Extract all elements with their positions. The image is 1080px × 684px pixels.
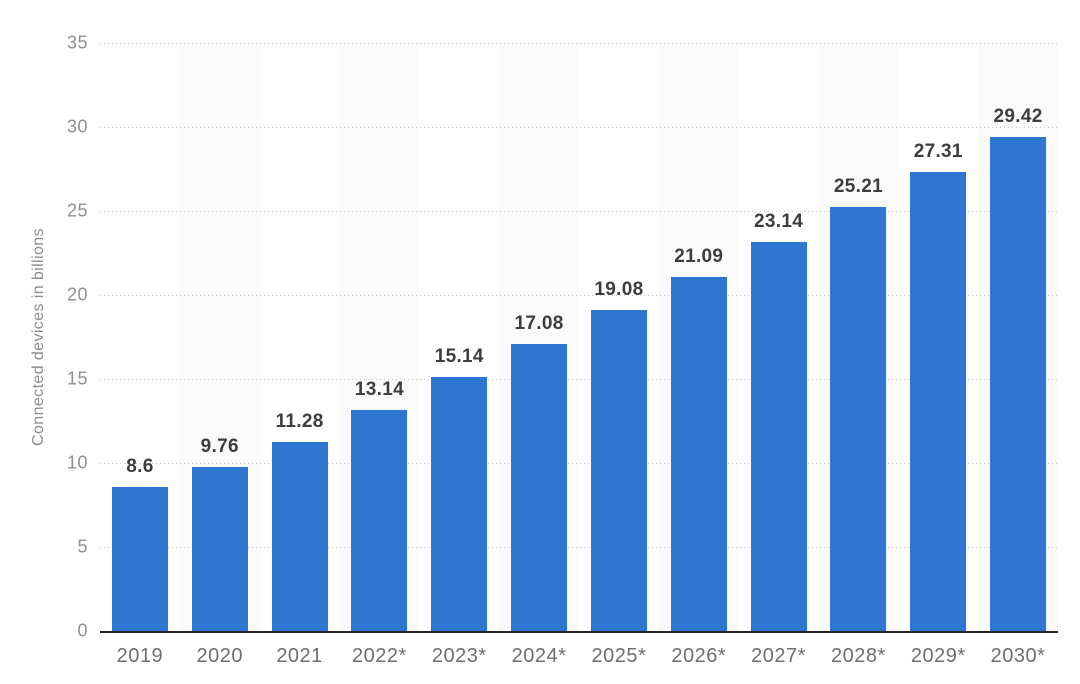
bar-value-label: 11.28: [275, 410, 324, 432]
bar-value-label: 17.08: [514, 313, 564, 335]
gridline: [100, 127, 1058, 128]
x-tick-label: 2020: [196, 645, 243, 667]
bar: [830, 207, 887, 631]
bar: [271, 441, 328, 631]
plot-area: 8.6 9.76 11.28 13.14 15.14 17.08 19.08 21.09 23.…: [100, 43, 1058, 633]
x-tick-label: 2027*: [751, 645, 806, 667]
y-tick-label: 30: [66, 116, 88, 137]
gridline: [100, 547, 1058, 548]
x-tick-label: 2022*: [352, 645, 407, 667]
bar: [111, 486, 168, 631]
x-tick-label: 2026*: [671, 645, 727, 667]
bar-value-label: 19.08: [594, 279, 644, 301]
y-tick-label: 25: [66, 200, 88, 221]
x-tick-label: 2019: [116, 645, 164, 667]
bar-value-label: 25.21: [833, 176, 883, 198]
bar: [590, 310, 647, 631]
bar: [511, 344, 568, 631]
x-tick-label: 2021: [276, 645, 323, 667]
gridline: [100, 463, 1058, 464]
x-tick-label: 2023*: [431, 645, 487, 667]
x-tick-label: 2030*: [990, 645, 1046, 667]
bar: [431, 376, 488, 631]
gridline: [100, 211, 1058, 212]
bar-value-label: 27.31: [913, 141, 963, 163]
y-tick-label: 5: [77, 536, 88, 557]
bar-value-label: 29.42: [993, 105, 1043, 127]
y-tick-label: 20: [66, 284, 88, 305]
y-tick-label: 0: [77, 620, 88, 641]
bar-value-label: 15.14: [434, 345, 484, 367]
y-axis-title: Connected devices in billions: [30, 228, 47, 446]
bar: [750, 242, 807, 631]
bar-value-label: 23.14: [754, 211, 804, 233]
bar: [910, 172, 967, 631]
bar-value-label: 21.09: [674, 245, 724, 267]
y-tick-label: 15: [66, 368, 88, 389]
bar: [670, 276, 727, 631]
bar: [351, 410, 408, 631]
bar-value-label: 9.76: [200, 436, 239, 458]
gridline: [100, 43, 1058, 44]
x-tick-label: 2025*: [591, 645, 647, 667]
y-tick-label: 10: [66, 452, 88, 473]
y-tick-label: 35: [66, 32, 88, 53]
gridline: [100, 379, 1058, 380]
bar-value-label: 8.6: [126, 455, 154, 477]
gridline: [100, 295, 1058, 296]
bar-value-label: 13.14: [354, 379, 404, 401]
bar: [990, 136, 1047, 631]
bar: [191, 467, 248, 631]
x-tick-label: 2028*: [831, 645, 886, 667]
x-tick-label: 2024*: [511, 645, 567, 667]
x-tick-label: 2029*: [910, 645, 966, 667]
